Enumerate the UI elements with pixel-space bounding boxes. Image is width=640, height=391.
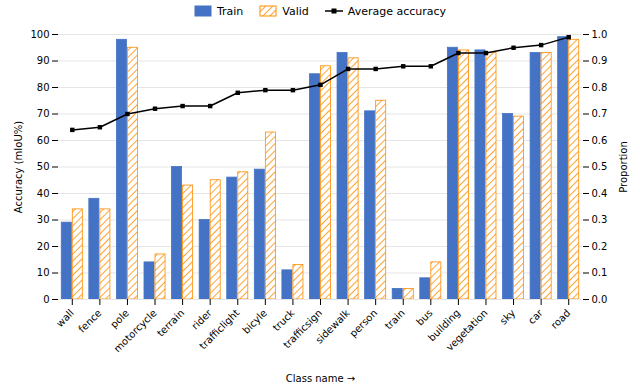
svg-text:vegetation: vegetation	[444, 307, 490, 353]
svg-text:0.5: 0.5	[592, 161, 608, 172]
svg-text:Accuracy (mIoU%): Accuracy (mIoU%)	[13, 121, 24, 213]
svg-text:0.8: 0.8	[592, 82, 608, 93]
svg-text:30: 30	[37, 214, 50, 225]
svg-text:terrain: terrain	[155, 307, 186, 338]
svg-text:sky: sky	[498, 307, 518, 327]
svg-text:pole: pole	[108, 307, 131, 330]
svg-text:90: 90	[37, 55, 50, 66]
svg-text:0.9: 0.9	[592, 55, 608, 66]
html-text:Valid: Valid	[282, 4, 309, 18]
svg-text:motorcycle: motorcycle	[112, 307, 159, 354]
svg-text:70: 70	[37, 108, 50, 119]
svg-text:0.6: 0.6	[592, 135, 608, 146]
html-text:Average accuracy: Average accuracy	[347, 4, 447, 18]
html-text:Train: Train	[216, 4, 244, 18]
svg-text:Class name →: Class name →	[286, 373, 355, 384]
svg-text:0.7: 0.7	[592, 108, 608, 119]
svg-text:80: 80	[37, 82, 50, 93]
svg-text:40: 40	[37, 188, 50, 199]
svg-text:rider: rider	[189, 307, 214, 332]
svg-text:20: 20	[37, 241, 50, 252]
svg-text:0.0: 0.0	[592, 294, 608, 305]
svg-text:car: car	[526, 307, 546, 327]
svg-text:building: building	[426, 307, 463, 344]
svg-text:60: 60	[37, 135, 50, 146]
svg-text:person: person	[347, 307, 379, 339]
svg-text:trafficsign: trafficsign	[281, 307, 324, 350]
svg-text:bus: bus	[414, 307, 434, 327]
svg-text:1.0: 1.0	[592, 29, 608, 40]
svg-text:50: 50	[37, 161, 50, 172]
svg-text:10: 10	[37, 267, 50, 278]
svg-text:wall: wall	[54, 307, 76, 329]
svg-text:Proportion: Proportion	[618, 141, 629, 193]
svg-text:road: road	[549, 307, 573, 331]
svg-text:0: 0	[43, 294, 49, 305]
svg-text:0.1: 0.1	[592, 267, 608, 278]
svg-text:0.2: 0.2	[592, 241, 608, 252]
svg-text:0.3: 0.3	[592, 214, 608, 225]
svg-text:sidewalk: sidewalk	[313, 307, 352, 346]
svg-text:100: 100	[30, 29, 49, 40]
svg-text:train: train	[383, 307, 407, 331]
svg-text:0.4: 0.4	[592, 188, 608, 199]
svg-text:trafficlight: trafficlight	[197, 307, 241, 351]
svg-text:bicyle: bicyle	[240, 307, 269, 336]
svg-text:truck: truck	[271, 307, 297, 333]
svg-text:fence: fence	[76, 307, 103, 334]
